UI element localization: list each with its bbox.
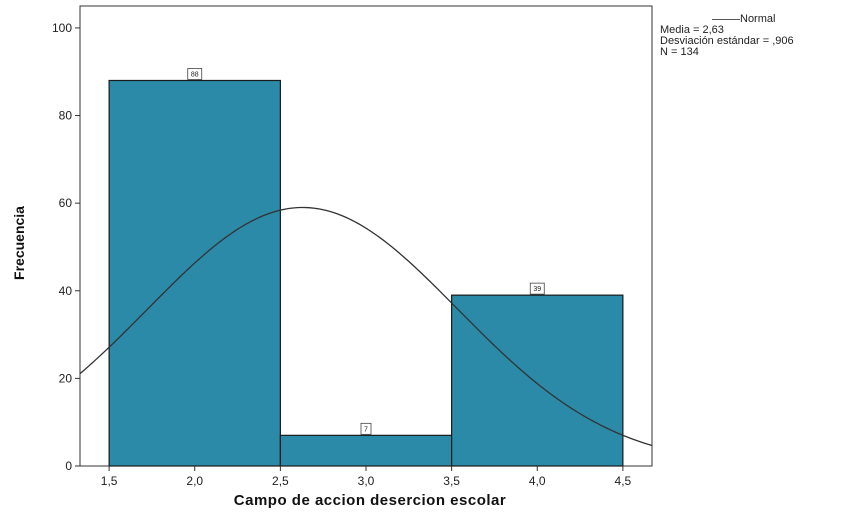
bar-data-label-box — [187, 68, 203, 80]
legend-mean: Media = 2,63 — [660, 24, 724, 36]
y-tick-label: 100 — [52, 21, 72, 35]
x-tick-label: 2,0 — [186, 474, 203, 488]
bar-labels-group: 88 7 39 — [187, 68, 545, 435]
bars-group — [108, 79, 624, 467]
histogram-bar — [451, 294, 624, 467]
y-axis-title: Frecuencia — [11, 206, 27, 280]
y-tick-label: 20 — [59, 371, 73, 385]
y-tick-label: 60 — [59, 196, 73, 210]
x-tick-label: 2,5 — [272, 474, 289, 488]
x-axis: 1,5 2,0 2,5 3,0 3,5 4,0 4,5 — [101, 466, 632, 488]
y-tick-label: 40 — [59, 284, 73, 298]
normal-curve — [79, 206, 653, 447]
bar-data-label-box — [529, 282, 545, 295]
x-tick-label: 1,5 — [101, 474, 118, 488]
legend-normal-label: Normal — [740, 13, 776, 25]
y-axis: 0 20 40 60 80 100 — [52, 21, 80, 473]
y-tick-label: 80 — [59, 109, 73, 123]
legend-normal-entry: Normal — [660, 14, 794, 25]
x-tick-label: 4,5 — [615, 474, 632, 488]
legend-normal-line-icon — [712, 19, 740, 20]
x-axis-title: Campo de accion desercion escolar — [234, 492, 506, 509]
bar-data-label: 39 — [533, 286, 541, 293]
bar-data-label: 88 — [191, 71, 199, 78]
x-tick-label: 3,0 — [358, 474, 375, 488]
histogram-bar — [108, 79, 281, 467]
x-tick-label: 4,0 — [529, 474, 546, 488]
legend-n: N = 134 — [660, 46, 699, 58]
x-tick-label: 3,5 — [443, 474, 460, 488]
bar-data-label: 7 — [364, 426, 368, 433]
y-tick-label: 0 — [65, 459, 72, 473]
histogram-bar — [279, 434, 453, 467]
bar-data-label-box — [360, 422, 372, 435]
legend: Normal Media = 2,63 Desviación estándar … — [660, 14, 794, 58]
legend-sd: Desviación estándar = ,906 — [660, 35, 794, 47]
